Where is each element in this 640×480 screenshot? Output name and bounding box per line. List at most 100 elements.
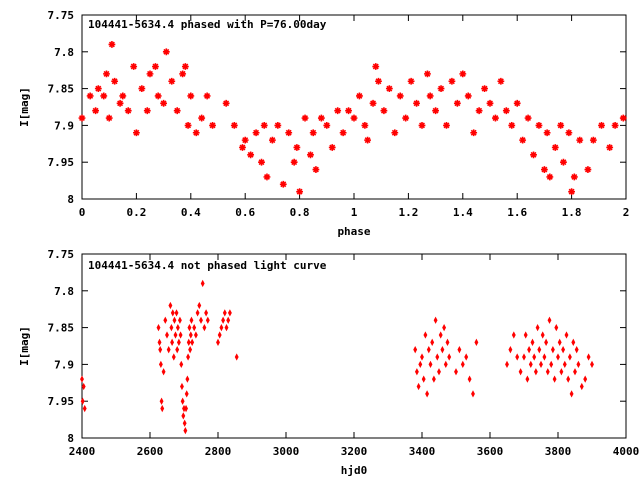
data-point: [186, 353, 191, 361]
data-point: [221, 316, 226, 324]
data-point: [492, 114, 499, 122]
data-point: [571, 338, 576, 346]
data-point: [80, 375, 84, 383]
data-point: [188, 331, 193, 339]
x-axis-label: hjd0: [341, 464, 368, 477]
data-point: [222, 309, 227, 317]
data-point: [515, 353, 520, 361]
data-point: [413, 99, 420, 107]
y-tick-label: 7.9: [54, 119, 74, 132]
data-point: [189, 316, 194, 324]
data-point: [460, 360, 465, 369]
data-point: [364, 136, 371, 144]
data-point: [181, 412, 186, 420]
x-tick-label: 0.8: [290, 206, 310, 219]
data-point: [192, 323, 197, 332]
data-point: [443, 122, 450, 129]
data-point: [540, 331, 545, 339]
x-tick-label: 2: [623, 206, 630, 219]
data-point: [486, 99, 494, 107]
data-point: [247, 151, 255, 159]
data-point: [418, 360, 423, 369]
x-tick-label: 0.4: [181, 206, 201, 219]
data-point: [116, 99, 124, 107]
plot-frame: [81, 253, 627, 439]
data-point: [274, 122, 282, 129]
x-tick-label: 2800: [205, 445, 232, 458]
data-point: [173, 331, 178, 339]
data-point: [561, 346, 566, 354]
data-point: [565, 129, 573, 137]
data-points: [80, 279, 594, 435]
data-point: [523, 331, 528, 339]
data-point: [552, 375, 557, 383]
data-point: [560, 158, 567, 166]
data-point: [187, 323, 192, 332]
data-point: [188, 346, 193, 354]
data-point: [203, 92, 211, 100]
data-point: [170, 338, 175, 346]
panel-title: 104441-5634.4 phased with P=76.00day: [88, 18, 327, 31]
data-point: [513, 99, 521, 107]
x-tick-label: 4000: [613, 445, 640, 458]
data-point: [559, 368, 564, 376]
data-point: [161, 368, 166, 376]
y-axis-label: I[mag]: [18, 87, 31, 127]
data-point: [511, 331, 516, 339]
data-point: [226, 316, 231, 324]
data-point: [418, 122, 426, 129]
data-point: [175, 346, 180, 354]
data-point: [502, 107, 510, 115]
data-point: [546, 173, 554, 181]
data-point: [519, 136, 527, 144]
data-point: [177, 316, 182, 324]
data-point: [530, 151, 537, 159]
data-point: [185, 375, 190, 383]
data-point: [156, 323, 161, 332]
data-point: [296, 188, 303, 196]
data-point: [467, 375, 472, 383]
data-point: [391, 129, 399, 137]
y-tick-label: 7.85: [48, 322, 75, 335]
data-point: [158, 346, 163, 354]
data-point: [173, 107, 181, 115]
data-point: [437, 85, 445, 92]
data-point: [92, 107, 99, 115]
data-point: [133, 129, 140, 137]
y-tick-label: 7.8: [54, 285, 74, 298]
data-point: [171, 353, 176, 361]
data-point: [402, 114, 410, 122]
data-point: [576, 360, 581, 369]
data-point: [307, 151, 314, 159]
data-point: [162, 48, 170, 56]
data-point: [443, 360, 448, 369]
data-point: [545, 368, 550, 376]
data-point: [111, 77, 119, 85]
data-point: [527, 346, 532, 354]
data-point: [350, 114, 358, 122]
data-point: [193, 331, 198, 339]
y-tick-label: 7.95: [48, 395, 75, 408]
data-point: [471, 390, 475, 398]
data-point: [470, 129, 478, 137]
data-point: [530, 338, 535, 346]
data-point: [361, 122, 369, 129]
data-point: [176, 338, 181, 346]
data-point: [170, 309, 175, 317]
data-point: [154, 92, 162, 100]
data-point: [474, 338, 479, 346]
x-tick-label: 1.8: [562, 206, 582, 219]
data-point: [431, 375, 436, 383]
data-point: [425, 390, 430, 398]
data-point: [168, 77, 176, 85]
panel-2: 2400 2600 2800 3000 3200 3400 3600 3800 4000 7.75…: [18, 248, 639, 477]
panel-title: 104441-5634.4 not phased light curve: [88, 259, 327, 272]
x-tick-label: 1.4: [453, 206, 473, 219]
data-point: [175, 323, 180, 332]
y-tick-label: 7.75: [48, 248, 75, 261]
data-point: [407, 77, 415, 85]
data-point: [481, 85, 488, 92]
data-point: [260, 122, 268, 129]
data-point: [583, 375, 588, 383]
